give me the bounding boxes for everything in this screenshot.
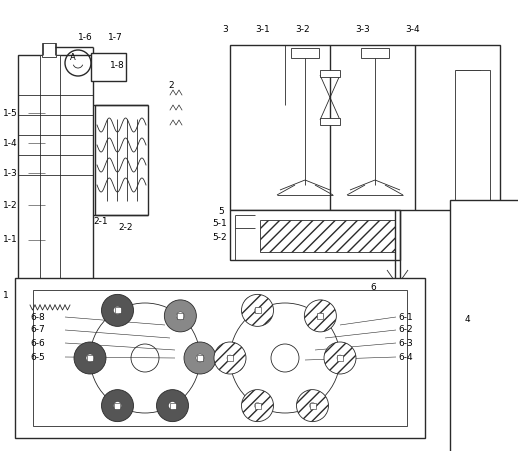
Text: 3-4: 3-4	[405, 26, 420, 34]
Text: 3-2: 3-2	[295, 26, 310, 34]
Bar	[291, 48, 319, 58]
Text: 3-1: 3-1	[255, 26, 270, 34]
Text: 1-2: 1-2	[3, 201, 18, 210]
Text: 6-5: 6-5	[30, 353, 45, 362]
Text: 3: 3	[222, 26, 228, 34]
Circle shape	[113, 306, 122, 314]
Text: 6-3: 6-3	[398, 339, 413, 348]
Bar	[87, 355, 93, 361]
Text: 6-1: 6-1	[398, 313, 413, 322]
Text: 6-2: 6-2	[398, 326, 413, 335]
Bar	[230, 210, 400, 260]
Bar	[33, 290, 407, 426]
Bar	[456, 70, 480, 77]
Text: 6-8: 6-8	[30, 313, 45, 322]
Bar	[260, 220, 395, 252]
Text: 6-6: 6-6	[30, 339, 45, 348]
Bar	[450, 200, 518, 451]
Text: 5: 5	[218, 207, 224, 216]
Bar	[114, 308, 121, 313]
Text: 1-3: 1-3	[3, 169, 18, 178]
Circle shape	[241, 295, 274, 327]
Bar	[169, 403, 176, 409]
Text: 5-1: 5-1	[212, 220, 227, 229]
Circle shape	[324, 342, 356, 374]
Circle shape	[184, 342, 216, 374]
Text: 1-6: 1-6	[78, 33, 93, 42]
Bar	[361, 48, 389, 58]
Circle shape	[168, 402, 177, 410]
Circle shape	[254, 403, 261, 409]
Text: 6: 6	[370, 284, 376, 293]
Circle shape	[156, 390, 189, 422]
Bar	[254, 308, 261, 313]
Text: 1-8: 1-8	[110, 60, 125, 69]
Text: 3-3: 3-3	[355, 26, 370, 34]
Circle shape	[102, 295, 134, 327]
Circle shape	[74, 342, 106, 374]
Circle shape	[196, 354, 204, 362]
Circle shape	[214, 342, 246, 374]
Bar	[320, 70, 340, 77]
Text: 2: 2	[168, 80, 174, 89]
Text: 5-2: 5-2	[212, 233, 227, 241]
Text: 1-7: 1-7	[108, 33, 123, 42]
Circle shape	[86, 354, 94, 362]
Circle shape	[305, 300, 336, 332]
Text: 4: 4	[465, 316, 471, 325]
Bar	[456, 118, 480, 125]
Circle shape	[241, 390, 274, 422]
Bar	[337, 355, 343, 361]
Bar	[177, 313, 183, 319]
Text: 1-1: 1-1	[3, 235, 18, 244]
Text: 6-4: 6-4	[398, 353, 413, 362]
Circle shape	[254, 308, 261, 313]
Circle shape	[113, 402, 122, 410]
Text: 1: 1	[3, 290, 9, 299]
Bar	[18, 55, 93, 290]
Bar	[254, 403, 261, 409]
Circle shape	[227, 355, 233, 361]
Circle shape	[102, 390, 134, 422]
Bar	[309, 403, 315, 409]
Circle shape	[309, 403, 315, 409]
Text: A: A	[70, 52, 76, 61]
Bar	[455, 70, 490, 210]
Bar	[318, 313, 323, 319]
Text: 6-7: 6-7	[30, 326, 45, 335]
Bar	[197, 355, 203, 361]
Bar	[230, 45, 500, 210]
Bar	[114, 403, 121, 409]
Circle shape	[176, 312, 184, 320]
Circle shape	[296, 390, 328, 422]
Text: 1-4: 1-4	[3, 138, 18, 147]
Circle shape	[318, 313, 323, 319]
Text: 2-2: 2-2	[118, 224, 133, 233]
Text: 1-5: 1-5	[3, 109, 18, 118]
Bar	[15, 278, 425, 438]
Bar	[42, 43, 56, 57]
Circle shape	[164, 300, 196, 332]
Text: 2-1: 2-1	[93, 217, 108, 226]
Circle shape	[337, 355, 343, 361]
Bar	[40, 55, 60, 290]
Bar	[91, 53, 126, 81]
Bar	[320, 118, 340, 125]
Bar	[227, 355, 233, 361]
